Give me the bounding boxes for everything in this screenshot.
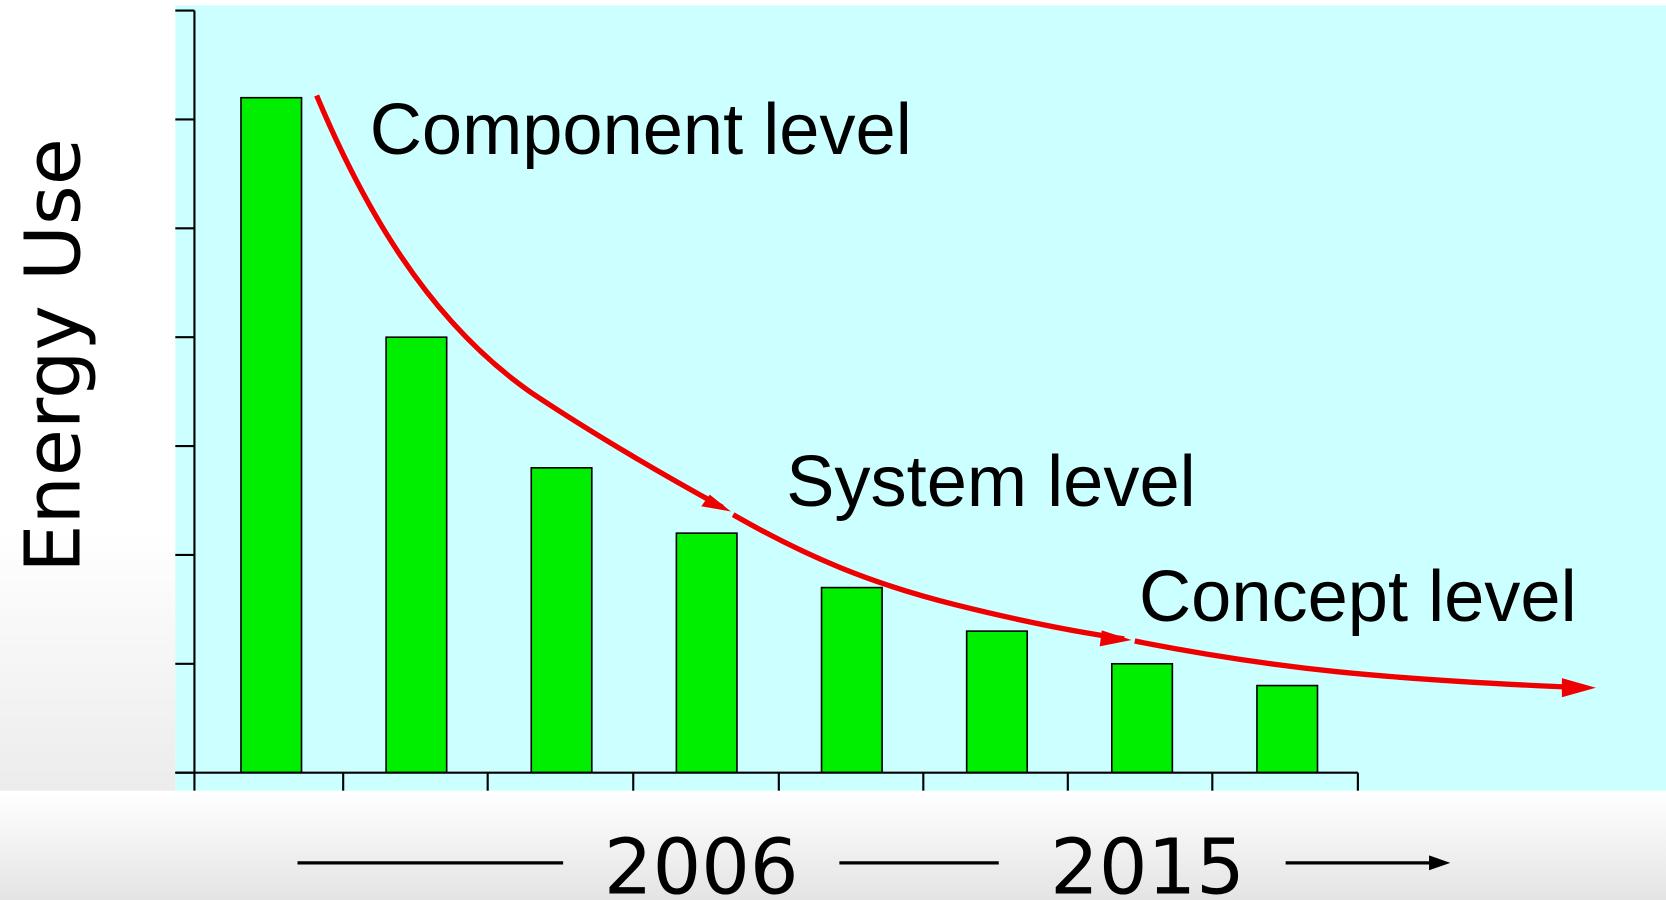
bar	[531, 468, 592, 773]
bar	[241, 98, 302, 773]
annotation: System level	[786, 442, 1195, 522]
timeline-label: 2006	[604, 824, 799, 900]
bar	[676, 533, 737, 772]
bar	[1112, 664, 1173, 773]
annotation: Component level	[370, 90, 912, 170]
chart: Component level System level Concept lev…	[0, 0, 1666, 900]
background-fade	[0, 791, 1666, 900]
bar	[386, 337, 447, 772]
bar	[967, 631, 1028, 773]
annotation: Concept level	[1139, 557, 1577, 637]
timeline-label: 2015	[1050, 824, 1245, 900]
bar	[1257, 686, 1318, 773]
y-axis-label: Energy Use	[10, 138, 99, 572]
bar	[822, 588, 883, 773]
